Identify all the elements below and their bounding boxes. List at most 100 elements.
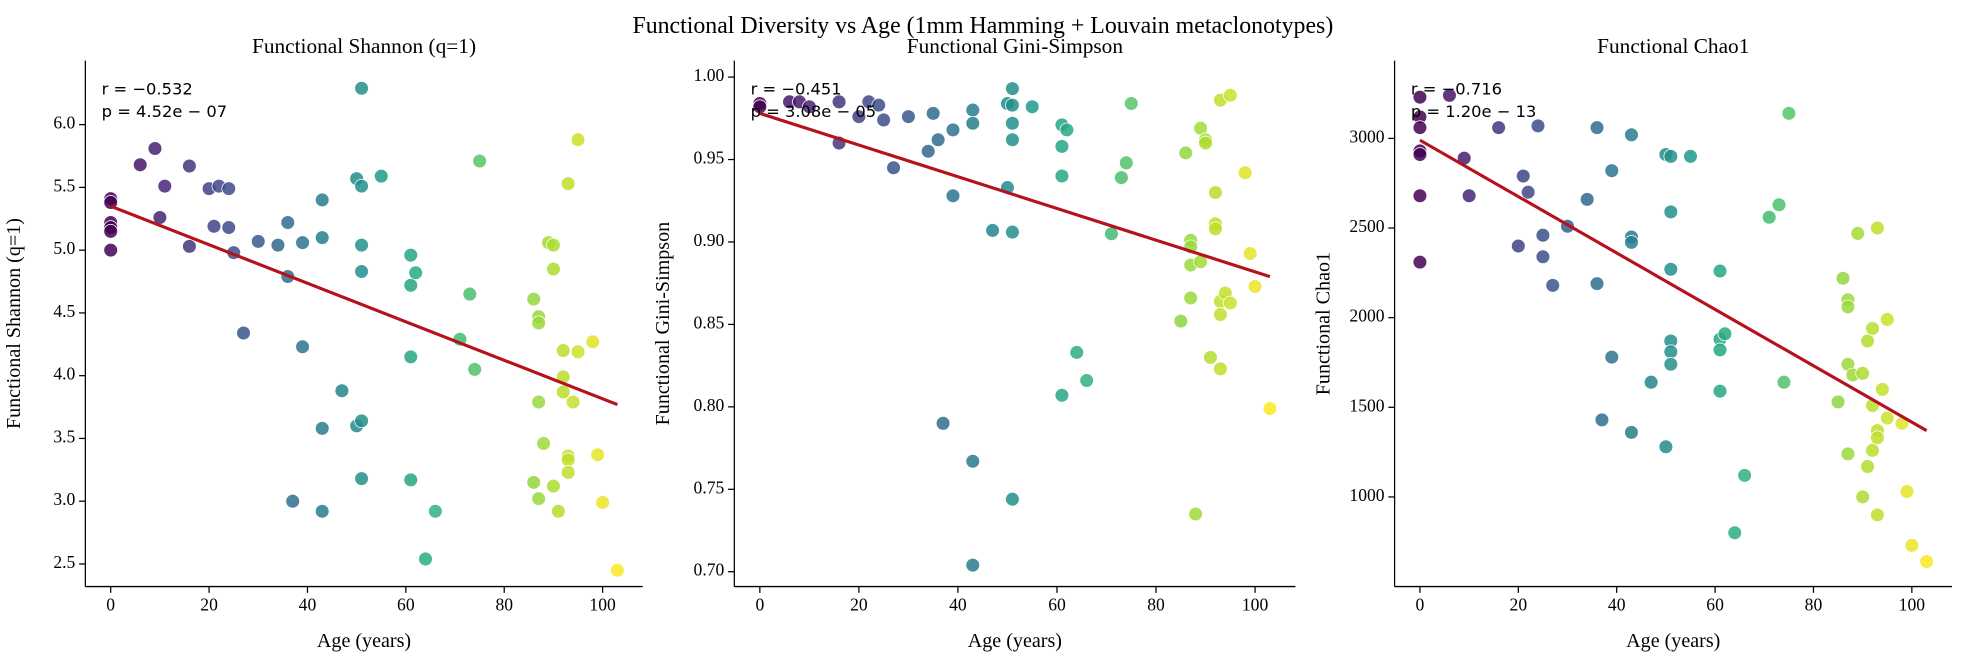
point xyxy=(1899,484,1915,499)
point xyxy=(965,115,981,131)
point xyxy=(354,178,369,194)
point xyxy=(1223,295,1238,311)
point xyxy=(1535,249,1551,265)
point xyxy=(1213,361,1228,377)
point xyxy=(886,160,901,176)
point xyxy=(945,188,961,204)
subplot: Functional Chao1 0 20 40 60 80 100 1000 1500 2000… xyxy=(1312,34,1952,652)
point xyxy=(546,237,561,253)
point xyxy=(1737,468,1752,483)
point xyxy=(1005,97,1020,113)
x-tick-label: 80 xyxy=(1147,595,1165,615)
y-tick-label: 0.75 xyxy=(694,477,725,497)
fit-line xyxy=(759,111,1271,279)
point xyxy=(876,112,891,128)
fit-line xyxy=(1419,138,1928,432)
point xyxy=(182,239,197,254)
point xyxy=(403,247,419,263)
point xyxy=(945,122,961,138)
point xyxy=(560,176,576,191)
point xyxy=(901,109,916,124)
point xyxy=(1683,149,1698,164)
point xyxy=(314,230,330,245)
point xyxy=(920,144,936,159)
point xyxy=(1442,88,1457,103)
point xyxy=(551,503,566,519)
point xyxy=(555,343,571,358)
annotation: p = 4.52e − 07 xyxy=(102,102,227,121)
point xyxy=(1545,278,1561,293)
point xyxy=(1663,204,1679,220)
point xyxy=(595,495,610,510)
point xyxy=(295,235,310,250)
point xyxy=(570,344,586,360)
point xyxy=(403,349,419,365)
y-tick-label: 3.5 xyxy=(53,426,75,446)
subplot: Functional Shannon (q=1) 0 20 40 60 80 100 2.5 3… xyxy=(3,34,643,652)
x-tick-label: 80 xyxy=(1805,595,1823,615)
point xyxy=(1024,99,1040,115)
point xyxy=(1875,382,1890,397)
point xyxy=(1069,345,1085,360)
x-tick-label: 100 xyxy=(1242,595,1269,615)
point xyxy=(1624,127,1639,143)
point xyxy=(472,153,487,169)
x-tick-label: 60 xyxy=(1048,595,1066,615)
point xyxy=(467,362,482,377)
annotation: r = −0.716 xyxy=(1411,79,1502,98)
point xyxy=(1461,188,1477,204)
point xyxy=(1208,185,1223,200)
point xyxy=(536,436,551,451)
point xyxy=(1860,459,1875,474)
point xyxy=(1865,443,1880,458)
point xyxy=(314,192,330,208)
point xyxy=(354,264,369,279)
point xyxy=(1535,227,1551,243)
point xyxy=(610,562,625,578)
y-tick-label: 5.5 xyxy=(53,175,75,195)
x-tick-label: 40 xyxy=(299,595,317,615)
point xyxy=(1658,439,1674,455)
point xyxy=(1213,307,1228,322)
y-tick-label: 1000 xyxy=(1349,485,1384,505)
point xyxy=(531,394,546,410)
point xyxy=(1781,106,1797,121)
point xyxy=(1262,401,1278,416)
point xyxy=(1919,554,1934,569)
x-tick-label: 40 xyxy=(1608,595,1626,615)
x-tick-label: 20 xyxy=(1510,595,1528,615)
point xyxy=(1712,263,1728,279)
point xyxy=(1663,344,1679,360)
point xyxy=(1860,333,1875,349)
x-axis-label: Age (years) xyxy=(317,630,411,652)
point xyxy=(354,80,369,96)
point xyxy=(221,181,237,196)
point xyxy=(1412,89,1428,105)
point xyxy=(1114,170,1129,185)
point xyxy=(1237,165,1253,181)
point xyxy=(965,557,981,573)
point xyxy=(1663,261,1679,277)
point xyxy=(1054,388,1070,403)
point xyxy=(1005,115,1020,131)
point xyxy=(1515,168,1531,184)
point xyxy=(206,219,222,234)
point xyxy=(1835,270,1851,286)
point xyxy=(103,242,118,258)
point xyxy=(851,109,867,124)
point xyxy=(1624,235,1639,250)
point xyxy=(1855,489,1870,505)
point xyxy=(1727,525,1743,541)
point xyxy=(526,475,542,490)
point xyxy=(334,383,350,399)
point xyxy=(1223,87,1238,103)
point xyxy=(1183,290,1198,306)
point xyxy=(1771,197,1787,213)
point xyxy=(560,452,576,468)
x-tick-label: 20 xyxy=(850,595,868,615)
x-tick-label: 100 xyxy=(589,595,616,615)
point xyxy=(831,94,847,110)
point xyxy=(1123,96,1139,111)
subplot: Functional Gini-Simpson 0 20 40 60 80 100 0.70 0… xyxy=(652,34,1296,652)
point xyxy=(354,237,369,253)
